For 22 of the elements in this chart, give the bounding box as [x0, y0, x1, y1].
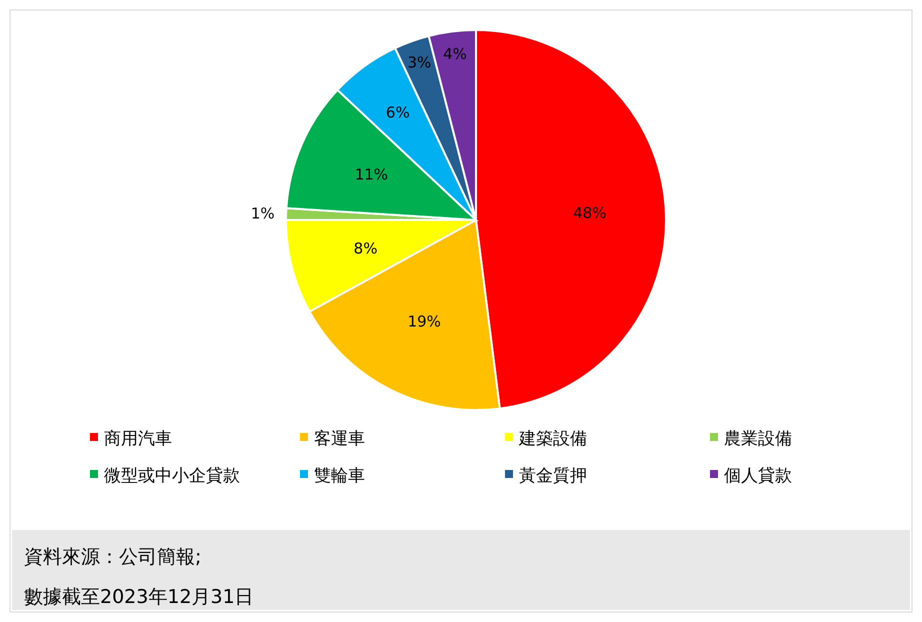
legend-label: 農業設備: [724, 429, 792, 449]
legend-label: 雙輪車: [314, 466, 365, 486]
legend-label: 個人貸款: [724, 466, 792, 486]
pie-slice: [475, 29, 667, 410]
data-label: 4%: [443, 45, 467, 64]
data-label: 3%: [407, 54, 432, 72]
data-label: 8%: [354, 239, 378, 258]
pie-slice: [308, 219, 501, 411]
data-label: 6%: [386, 103, 410, 122]
data-label: 11%: [354, 166, 388, 184]
data-label: 48%: [573, 204, 606, 222]
legend-label: 商用汽車: [104, 429, 172, 449]
data-label: 19%: [408, 312, 441, 331]
pie-slice: [285, 88, 477, 221]
legend-label: 建築設備: [518, 429, 587, 449]
legend-label: 微型或中小企貸款: [104, 466, 240, 486]
legend-label: 黃金質押: [519, 466, 587, 486]
text: 數據截至2023年12月31日: [24, 586, 254, 608]
pie-slice: [285, 219, 477, 313]
legend-label: 客運車: [314, 429, 365, 449]
data-label: 1%: [250, 204, 275, 223]
source-note: 資料來源：公司簡報;: [24, 546, 202, 568]
